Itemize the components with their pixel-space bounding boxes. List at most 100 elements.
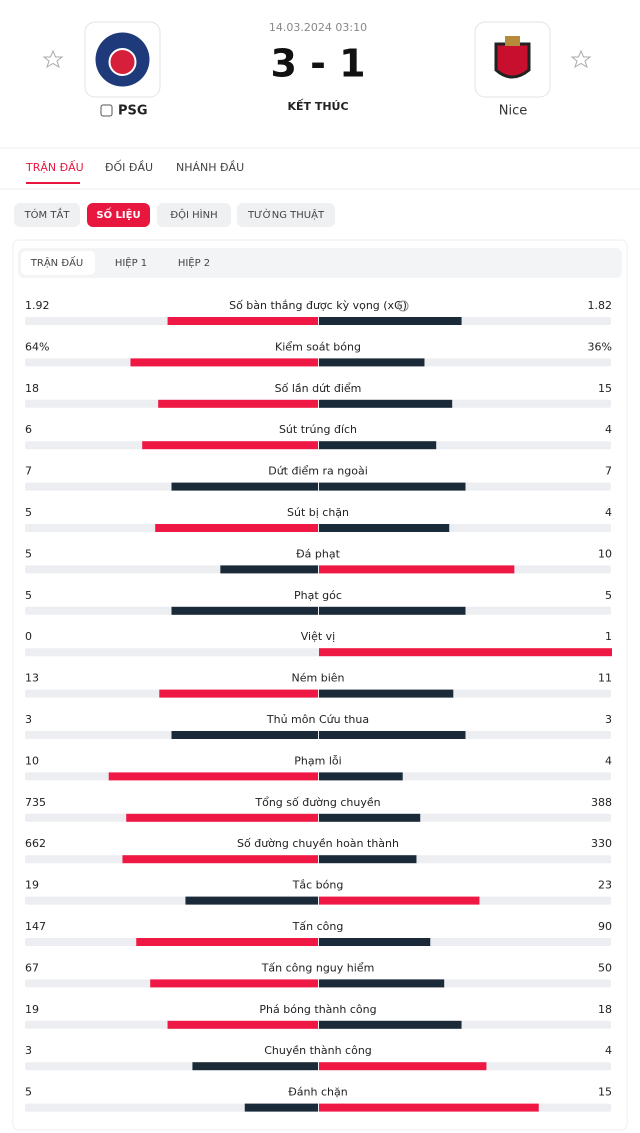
home-value: 735 bbox=[25, 796, 46, 809]
stat-label: Phá bóng thành công bbox=[259, 1003, 376, 1016]
home-value: 147 bbox=[25, 920, 46, 933]
stat-label: Tổng số đường chuyền bbox=[254, 796, 380, 809]
home-bar bbox=[158, 399, 318, 408]
away-bar bbox=[319, 565, 515, 574]
home-value: 7 bbox=[25, 465, 32, 478]
away-bar bbox=[319, 606, 466, 615]
home-bar bbox=[171, 482, 318, 491]
away-value: 330 bbox=[591, 837, 612, 850]
match-status: KẾT THÚC bbox=[287, 98, 348, 113]
home-bar bbox=[150, 979, 318, 988]
away-bar bbox=[319, 896, 480, 905]
away-bar bbox=[319, 482, 466, 491]
info-icon[interactable] bbox=[397, 300, 409, 312]
home-value: 5 bbox=[25, 547, 32, 560]
away-value: 90 bbox=[598, 920, 612, 933]
favorite-star[interactable] bbox=[570, 49, 592, 69]
pill[interactable] bbox=[14, 203, 80, 227]
home-value: 6 bbox=[25, 423, 32, 436]
away-bar bbox=[319, 855, 417, 864]
subtab-bar bbox=[18, 248, 622, 278]
tab[interactable]: TRẬN ĐẤU bbox=[25, 160, 84, 174]
stat-label: Sút bị chặn bbox=[287, 506, 349, 519]
home-bar bbox=[167, 1020, 318, 1029]
away-bar bbox=[319, 689, 454, 698]
subtab[interactable]: HIỆP 2 bbox=[178, 256, 210, 269]
stat-label: Số bàn thắng được kỳ vọng (xG) bbox=[229, 299, 407, 312]
stats-panel bbox=[12, 239, 628, 1131]
away-value: 18 bbox=[598, 1003, 612, 1016]
home-logo bbox=[108, 48, 137, 76]
home-team: PSG bbox=[118, 104, 148, 119]
away-bar bbox=[319, 1103, 539, 1112]
stat-label: Đánh chặn bbox=[288, 1086, 347, 1099]
away-bar bbox=[319, 1062, 487, 1071]
away-logo bbox=[505, 36, 520, 46]
away-value: 4 bbox=[605, 506, 612, 519]
subtab-active bbox=[21, 251, 95, 275]
stat-label: Tắc bóng bbox=[292, 879, 344, 892]
pill-label[interactable]: ĐỘI HÌNH bbox=[170, 208, 217, 221]
home-value: 64% bbox=[25, 340, 49, 353]
tab-underline bbox=[26, 182, 80, 184]
subtab[interactable]: HIỆP 1 bbox=[115, 256, 147, 269]
pill[interactable] bbox=[87, 203, 150, 227]
stat-label: Thủ môn Cứu thua bbox=[266, 713, 369, 726]
home-bar bbox=[159, 689, 318, 698]
stat-label: Số đường chuyền hoàn thành bbox=[237, 837, 399, 850]
tab[interactable]: ĐỐI ĐẦU bbox=[105, 160, 153, 174]
away-value: 7 bbox=[605, 465, 612, 478]
away-value: 5 bbox=[605, 589, 612, 602]
pill-label[interactable]: TÓM TẮT bbox=[24, 207, 71, 221]
pill[interactable] bbox=[237, 203, 335, 227]
away-bar bbox=[319, 731, 466, 739]
away-bar bbox=[319, 938, 431, 946]
pill-label[interactable]: TƯỜNG THUẬT bbox=[247, 208, 325, 221]
favorite-star[interactable] bbox=[42, 49, 64, 69]
score: 3 - 1 bbox=[270, 42, 365, 86]
home-value: 5 bbox=[25, 506, 32, 519]
home-bar bbox=[185, 896, 318, 905]
stat-label: Ném biên bbox=[292, 672, 345, 685]
home-value: 5 bbox=[25, 1086, 32, 1099]
team-icon bbox=[100, 104, 113, 117]
away-value: 4 bbox=[605, 423, 612, 436]
away-value: 15 bbox=[598, 1086, 612, 1099]
match-datetime: 14.03.2024 03:10 bbox=[269, 21, 367, 34]
away-value: 388 bbox=[591, 796, 612, 809]
away-bar bbox=[319, 1020, 462, 1029]
away-value: 50 bbox=[598, 961, 612, 974]
home-value: 662 bbox=[25, 837, 46, 850]
away-value: 36% bbox=[588, 340, 612, 353]
away-team: Nice bbox=[499, 104, 527, 119]
home-value: 0 bbox=[25, 630, 32, 643]
home-bar bbox=[167, 317, 318, 325]
pill-label[interactable]: SỐ LIỆU bbox=[96, 206, 140, 221]
stat-label: Tấn công nguy hiểm bbox=[261, 961, 375, 974]
away-value: 3 bbox=[605, 713, 612, 726]
home-value: 67 bbox=[25, 961, 39, 974]
away-logo bbox=[494, 42, 531, 79]
home-value: 5 bbox=[25, 589, 32, 602]
away-value: 15 bbox=[598, 382, 612, 395]
away-value: 4 bbox=[605, 1044, 612, 1057]
away-bar bbox=[319, 441, 437, 450]
subtab[interactable]: TRẬN ĐẤU bbox=[30, 255, 83, 269]
home-bar bbox=[126, 813, 318, 822]
tab[interactable]: NHÁNH ĐẦU bbox=[176, 160, 244, 174]
stat-label: Tấn công bbox=[292, 920, 344, 933]
stat-label: Đá phạt bbox=[296, 547, 340, 560]
stat-label: Phạm lỗi bbox=[294, 754, 341, 767]
away-bar bbox=[319, 358, 425, 367]
stat-label: Việt vị bbox=[301, 630, 335, 643]
pill[interactable] bbox=[157, 203, 231, 227]
away-value: 1 bbox=[605, 630, 612, 643]
home-value: 10 bbox=[25, 754, 39, 767]
away-value: 23 bbox=[598, 879, 612, 892]
home-value: 3 bbox=[25, 713, 32, 726]
away-value: 10 bbox=[598, 547, 612, 560]
stat-label: Sút trúng đích bbox=[279, 423, 357, 436]
home-value: 13 bbox=[25, 672, 39, 685]
away-bar bbox=[319, 524, 450, 532]
